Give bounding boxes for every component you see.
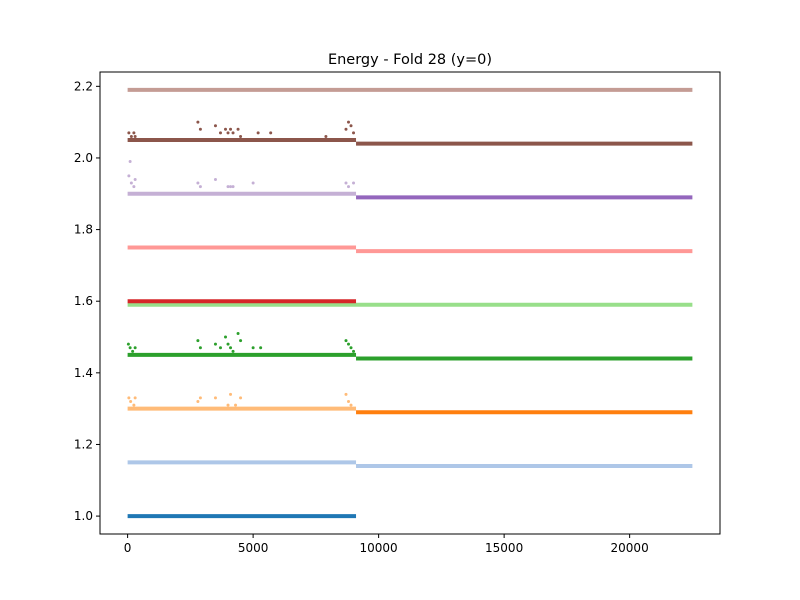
plot-frame [99, 71, 721, 535]
series-2-point-13 [349, 403, 353, 407]
series-10-point-6 [213, 124, 217, 128]
series-4 [126, 331, 693, 361]
series-4-point-17 [347, 342, 351, 346]
chart-title: Energy - Fold 28 (y=0) [328, 52, 492, 68]
series-10 [127, 120, 693, 146]
series-8-point-14 [352, 181, 356, 185]
series-2-point-1 [129, 399, 133, 403]
series-2-point-5 [198, 396, 202, 400]
series-4-point-6 [213, 342, 217, 346]
series-8-point-0 [127, 174, 131, 178]
y-tick-label: 2.0 [74, 151, 93, 165]
series-2 [127, 392, 357, 411]
series-4-point-1 [128, 346, 132, 350]
series-10-point-11 [231, 131, 235, 135]
series-4-point-19 [352, 349, 356, 353]
series-10-point-8 [224, 127, 228, 131]
series-4-point-8 [224, 335, 228, 339]
series-4-point-10 [229, 346, 233, 350]
series-10-point-19 [349, 124, 353, 128]
series-2-point-2 [132, 403, 136, 407]
series-4-point-7 [218, 346, 222, 350]
series-2-point-11 [344, 392, 348, 396]
series-8-point-3 [132, 185, 136, 189]
y-tick-label: 1.4 [74, 366, 93, 380]
series-8-point-12 [344, 181, 348, 185]
series-4-point-5 [198, 346, 202, 350]
series-2-point-12 [347, 399, 351, 403]
axis-layer: 0 5000 10000 15000 20000 1.0 1.2 1.4 1.6 1.8 2.0 2.… [74, 79, 649, 555]
x-tick-label: 0 [124, 541, 132, 555]
series-4-point-0 [126, 342, 130, 346]
series-8-point-2 [129, 181, 133, 185]
series-4-point-2 [131, 349, 135, 353]
series-2-point-3 [133, 396, 137, 400]
series-10-point-1 [129, 134, 133, 138]
series-8 [127, 160, 357, 196]
series-4-point-12 [236, 331, 240, 335]
series-4-point-13 [239, 339, 243, 343]
y-tick-label: 1.2 [74, 437, 93, 451]
series-2-point-7 [226, 403, 230, 407]
series-2-point-8 [229, 392, 233, 396]
x-tick-label: 5000 [238, 541, 269, 555]
y-tick-label: 1.6 [74, 294, 93, 308]
series-10-point-3 [133, 134, 137, 138]
y-tick-label: 1.0 [74, 509, 93, 523]
series-10-point-14 [256, 131, 260, 135]
x-tick-label: 15000 [485, 541, 523, 555]
series-7 [127, 245, 693, 254]
series-2-point-10 [239, 396, 243, 400]
x-tick-label: 20000 [611, 541, 649, 555]
series-4-point-15 [259, 346, 263, 350]
series-8-point-8 [226, 185, 230, 189]
series-4-point-18 [349, 346, 353, 350]
series-10-point-2 [132, 131, 136, 135]
series-8-point-7 [213, 177, 217, 181]
series-1 [127, 460, 693, 468]
series-2-point-6 [213, 396, 217, 400]
series-layer [126, 87, 693, 519]
series-10-point-4 [196, 120, 200, 124]
series-2-point-4 [196, 399, 200, 403]
series-8-point-10 [231, 185, 235, 189]
series-10-point-20 [352, 131, 356, 135]
series-10-point-16 [324, 134, 328, 138]
series-10-point-17 [344, 127, 348, 131]
series-2-point-0 [127, 396, 131, 400]
y-tick-label: 1.8 [74, 223, 93, 237]
series-4-point-16 [344, 339, 348, 343]
series-10-point-12 [236, 127, 240, 131]
series-10-point-7 [218, 131, 222, 135]
series-8-point-13 [347, 185, 351, 189]
series-10-point-15 [269, 131, 273, 135]
series-4-point-3 [133, 346, 137, 350]
series-8-point-6 [198, 185, 202, 189]
series-8-point-4 [133, 177, 137, 181]
series-10-point-13 [239, 134, 243, 138]
series-4-point-4 [196, 339, 200, 343]
series-8-point-5 [196, 181, 200, 185]
series-10-point-5 [198, 127, 202, 131]
series-10-point-10 [229, 127, 233, 131]
series-4-point-14 [251, 346, 255, 350]
series-10-point-18 [347, 120, 351, 124]
series-8-point-9 [229, 185, 233, 189]
series-4-point-9 [226, 342, 230, 346]
series-2-point-9 [234, 403, 238, 407]
y-tick-label: 2.2 [74, 79, 93, 93]
series-10-point-0 [127, 131, 131, 135]
x-tick-label: 10000 [360, 541, 398, 555]
series-4-point-11 [231, 349, 235, 353]
series-8-point-1 [128, 160, 132, 164]
series-10-point-9 [226, 131, 230, 135]
series-8-point-11 [251, 181, 255, 185]
